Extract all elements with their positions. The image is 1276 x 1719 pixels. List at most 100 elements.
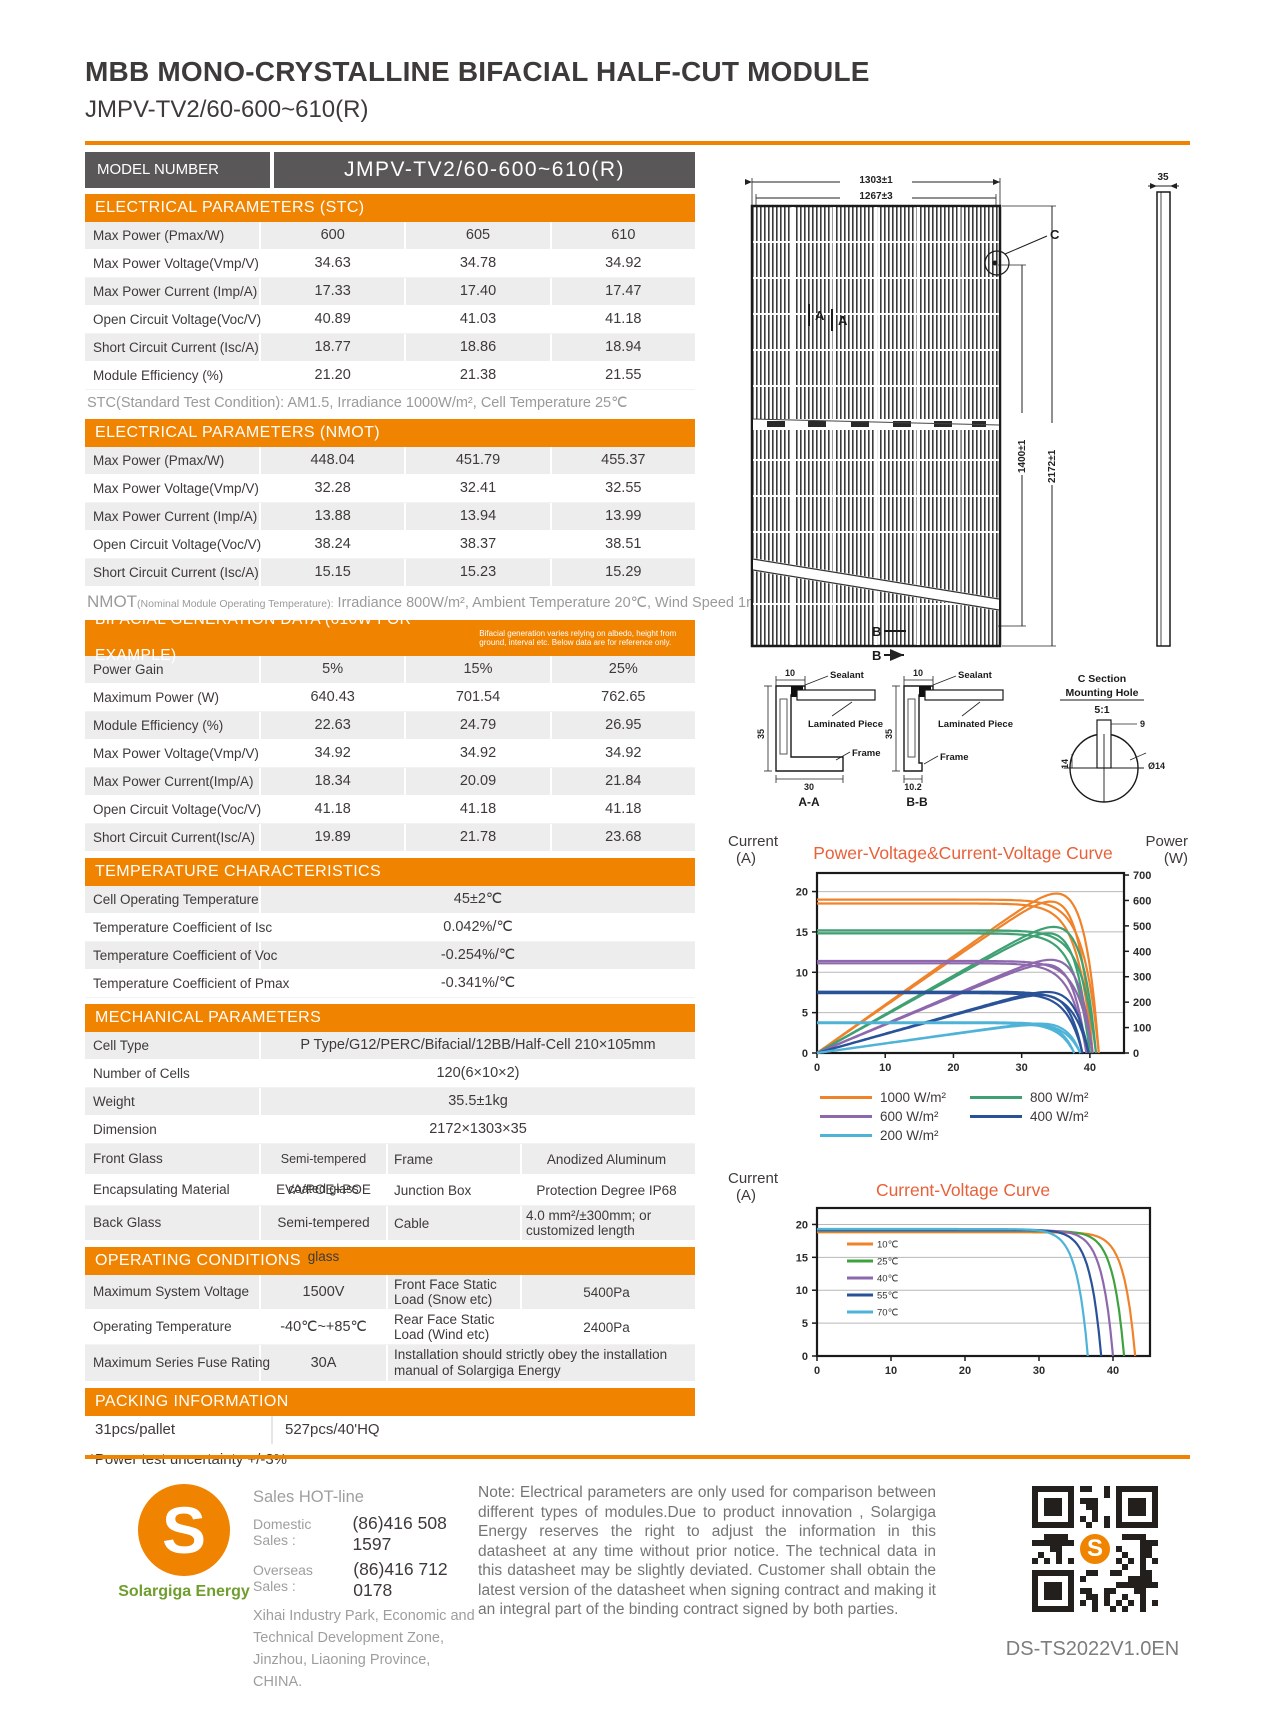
row-value: 30A bbox=[261, 1345, 388, 1381]
table-row: Max Power Current(Imp/A) 18.34 20.09 21.84 bbox=[85, 768, 695, 796]
table-row: Cell Type P Type/G12/PERC/Bifacial/12BB/H… bbox=[85, 1032, 695, 1060]
iv-series-line bbox=[817, 1227, 1089, 1357]
legend-item: 200 W/m² bbox=[820, 1128, 970, 1143]
section-label-a2: A bbox=[838, 313, 848, 328]
legal-note: Note: Electrical parameters are only use… bbox=[478, 1484, 936, 1618]
y-left-tick-label: 10 bbox=[796, 1285, 808, 1297]
axis-label-text: Current bbox=[728, 1170, 779, 1187]
contact-block: Sales HOT-line Domestic Sales : (86)416 5… bbox=[253, 1488, 478, 1693]
row-label: Temperature Coefficient of Voc bbox=[85, 942, 277, 969]
x-tick-label: 40 bbox=[1107, 1365, 1119, 1377]
table-row: Open Circuit Voltage(Voc/V) 41.18 41.18 41.… bbox=[85, 796, 695, 824]
row-value: 41.03 bbox=[406, 306, 552, 333]
x-tick-label: 20 bbox=[947, 1062, 959, 1074]
y-right-tick-label: 0 bbox=[1133, 1048, 1139, 1060]
y-left-tick-label: 0 bbox=[802, 1048, 808, 1060]
legend-swatch bbox=[970, 1096, 1022, 1099]
legend-item-label: 10℃ bbox=[877, 1240, 899, 1251]
row-value: 41.18 bbox=[605, 311, 642, 327]
overseas-sales-label: Overseas Sales : bbox=[253, 1562, 313, 1594]
legend-label: 200 W/m² bbox=[880, 1128, 939, 1143]
qr-code: S bbox=[1032, 1486, 1158, 1612]
table-row: Max Power (Pmax/W) 448.04 451.79 455.37 bbox=[85, 447, 695, 475]
page-title: MBB MONO-CRYSTALLINE BIFACIAL HALF-CUT M… bbox=[85, 56, 870, 87]
aa-dim-bottom: 30 bbox=[804, 782, 814, 792]
row-label: Cable bbox=[388, 1206, 522, 1240]
section-aa: 10 Sealant Laminated Piece Frame 35 30 bbox=[756, 668, 883, 809]
row-value: 610 bbox=[611, 227, 636, 243]
section-header-mechanical: MECHANICAL PARAMETERS bbox=[85, 1004, 695, 1032]
row-label: Back Glass bbox=[85, 1206, 261, 1240]
row-value: Protection Degree IP68 bbox=[536, 1182, 677, 1198]
row-value: 600 bbox=[261, 222, 407, 249]
chart2-header: Current (A) Current-Voltage Curve bbox=[712, 1170, 1190, 1204]
row-label: Module Efficiency (%) bbox=[85, 712, 261, 739]
y-right-tick-label: 300 bbox=[1133, 972, 1151, 984]
legend-swatch bbox=[820, 1115, 872, 1118]
x-tick-label: 0 bbox=[814, 1365, 820, 1377]
iv-series-line bbox=[817, 1228, 1103, 1357]
row-label: Max Power Current(Imp/A) bbox=[85, 768, 261, 795]
aa-dim-left: 35 bbox=[756, 729, 766, 739]
axis-label-text: (A) bbox=[736, 850, 756, 867]
row-value: 23.68 bbox=[605, 829, 642, 845]
row-value: 15.15 bbox=[261, 559, 407, 586]
chart1-legend: 1000 W/m² 800 W/m² 600 W/m² 400 W/m² 200 W/m… bbox=[820, 1090, 1120, 1143]
row-label: Open Circuit Voltage(Voc/V) bbox=[85, 306, 261, 333]
stc-note: STC(Standard Test Condition): AM1.5, Irr… bbox=[87, 395, 628, 411]
row-value: 5% bbox=[261, 656, 407, 683]
section-label-c: C bbox=[1050, 227, 1060, 242]
c-scale: 5:1 bbox=[1094, 704, 1109, 716]
table-row: Operating Temperature -40℃~+85℃ Rear Face … bbox=[85, 1310, 695, 1345]
table-row: Power Gain 5% 15% 25% bbox=[85, 656, 695, 684]
pv-series-line bbox=[816, 932, 1091, 1054]
x-tick-label: 30 bbox=[1016, 1062, 1028, 1074]
dim-hole-span: 1400±1 bbox=[1017, 439, 1028, 473]
x-tick-label: 0 bbox=[814, 1062, 820, 1074]
table-row: Short Circuit Current (Isc/A) 15.15 15.23 1… bbox=[85, 559, 695, 587]
bb-dim-left: 35 bbox=[884, 729, 894, 739]
row-value: 448.04 bbox=[261, 447, 407, 474]
row-value: -0.341%/℃ bbox=[440, 975, 516, 991]
table-row: Temperature Coefficient of Voc -0.254%/℃ bbox=[85, 942, 695, 970]
row-label: Max Power (Pmax/W) bbox=[85, 222, 261, 249]
row-value: P Type/G12/PERC/Bifacial/12BB/Half-Cell … bbox=[300, 1037, 656, 1053]
module-technical-drawing: 1303±1 1267±3 bbox=[712, 168, 1190, 816]
overseas-sales-phone: (86)416 712 0178 bbox=[353, 1559, 448, 1600]
row-value: 762.65 bbox=[601, 689, 646, 705]
row-value: 2400Pa bbox=[583, 1319, 630, 1335]
row-label: Dimension bbox=[85, 1116, 261, 1143]
x-tick-label: 40 bbox=[1084, 1062, 1096, 1074]
row-label: Open Circuit Voltage(Voc/V) bbox=[85, 796, 261, 823]
row-value: 34.78 bbox=[406, 250, 552, 277]
bb-caption: B-B bbox=[906, 795, 928, 809]
y-left-tick-label: 10 bbox=[796, 967, 808, 979]
section-label-b2: B bbox=[872, 648, 881, 663]
footer-rule bbox=[85, 1455, 1190, 1459]
row-value: 605 bbox=[406, 222, 552, 249]
drawing-svg: 1303±1 1267±3 bbox=[745, 172, 1179, 809]
dim-width-outer: 1303±1 bbox=[859, 175, 893, 186]
c-title2: Mounting Hole bbox=[1066, 687, 1139, 699]
y-right-tick-label: 100 bbox=[1133, 1023, 1151, 1035]
row-label: Short Circuit Current (Isc/A) bbox=[85, 559, 261, 586]
row-value: 19.89 bbox=[261, 824, 407, 851]
row-value: 41.18 bbox=[406, 796, 552, 823]
table-row: Number of Cells 120(6×10×2) bbox=[85, 1060, 695, 1088]
row-value: 34.63 bbox=[261, 250, 407, 277]
company-logo: S bbox=[138, 1484, 230, 1576]
axis-label-text: (W) bbox=[1163, 850, 1188, 867]
table-row: Temperature Coefficient of Pmax -0.341%/℃ bbox=[85, 970, 695, 998]
chart2-title: Current-Voltage Curve bbox=[875, 1180, 1051, 1200]
y-left-tick-label: 20 bbox=[796, 887, 808, 899]
row-value: 4.0 mm²/±300mm; or customized length bbox=[526, 1208, 652, 1238]
chart2-plot: 0 5 10 15 20 0 10 20 30 40 10℃ 25℃ 40℃ 55℃ 70℃ bbox=[796, 1206, 1152, 1377]
row-label: Max Power Voltage(Vmp/V) bbox=[85, 740, 261, 767]
row-label: Max Power Current (Imp/A) bbox=[85, 503, 261, 530]
qr-logo-letter: S bbox=[1086, 1535, 1103, 1562]
table-row: Max Power Voltage(Vmp/V) 32.28 32.41 32.55 bbox=[85, 475, 695, 503]
legend-label: 600 W/m² bbox=[880, 1109, 939, 1124]
legend-item: 400 W/m² bbox=[970, 1109, 1120, 1124]
row-value: 21.78 bbox=[406, 824, 552, 851]
